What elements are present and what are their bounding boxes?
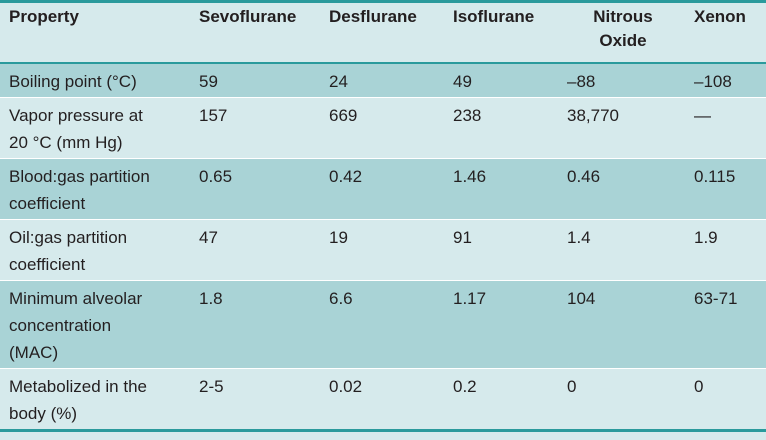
header-property: Property <box>0 0 190 64</box>
cell-sevoflurane: 59 <box>199 72 218 91</box>
cell-property-line2: coefficient <box>9 255 86 274</box>
cell-sevoflurane: 2-5 <box>190 368 320 432</box>
cell-nitrous-oxide: 1.4 <box>558 219 685 281</box>
cell-nitrous-oxide: 104 <box>558 280 685 369</box>
cell-property-line1: Blood:gas partition <box>9 167 150 186</box>
cell-isoflurane: 1.17 <box>444 280 558 369</box>
cell-sevoflurane: 157 <box>190 97 320 159</box>
header-desflurane: Desflurane <box>320 0 444 64</box>
cell-desflurane: 19 <box>320 219 444 281</box>
table-row-oil-gas-partition: Oil:gas partition coefficient 47 19 91 1.… <box>0 219 766 281</box>
header-nitrous-oxide-line1: Nitrous <box>593 7 653 26</box>
cell-property-line1: Vapor pressure at <box>9 106 143 125</box>
cell-sevoflurane: 0.65 <box>190 158 320 220</box>
top-rule <box>0 0 766 3</box>
cell-property: Vapor pressure at 20 °C (mm Hg) <box>0 97 190 159</box>
header-xenon: Xenon <box>685 0 766 64</box>
cell-property-line1: Oil:gas partition <box>9 228 128 247</box>
cell-nitrous-oxide: 0 <box>558 368 685 432</box>
cell-desflurane: 6.6 <box>320 280 444 369</box>
cell-property: Blood:gas partition coefficient <box>0 158 190 220</box>
cell-sevoflurane: 47 <box>190 219 320 281</box>
table-row-metabolized: Metabolized in the body (%) 2-5 0.02 0.2 … <box>0 368 766 432</box>
cell-property: Metabolized in the body (%) <box>0 368 190 432</box>
cell-isoflurane: 91 <box>444 219 558 281</box>
header-nitrous-oxide-line2: Oxide <box>599 31 647 50</box>
cell-nitrous-oxide: –88 <box>567 72 596 91</box>
cell-property-line2: body (%) <box>9 404 78 423</box>
cell-isoflurane: 1.46 <box>444 158 558 220</box>
cell-property-line2: coefficient <box>9 194 86 213</box>
cell-property: Oil:gas partition coefficient <box>0 219 190 281</box>
table-header: Property Sevoflurane Desflurane Isoflura… <box>0 0 766 64</box>
header-row: Property Sevoflurane Desflurane Isoflura… <box>0 0 766 64</box>
cell-property-line3: (MAC) <box>9 343 59 362</box>
cell-property: Boiling point (°C) <box>9 72 137 91</box>
cell-property-line1: Metabolized in the <box>9 377 147 396</box>
cell-xenon: — <box>685 97 766 159</box>
cell-desflurane: 0.42 <box>320 158 444 220</box>
cell-xenon: 1.9 <box>685 219 766 281</box>
cell-desflurane: 0.02 <box>320 368 444 432</box>
cell-property-line1: Minimum alveolar <box>9 289 143 308</box>
cell-sevoflurane: 1.8 <box>190 280 320 369</box>
table-body: Boiling point (°C) 59 24 49 –88 –108 Vap… <box>0 63 766 432</box>
cell-property-line2: 20 °C (mm Hg) <box>9 133 123 152</box>
cell-isoflurane: 49 <box>453 72 472 91</box>
cell-desflurane: 24 <box>329 72 348 91</box>
cell-isoflurane: 238 <box>444 97 558 159</box>
table-row-vapor-pressure: Vapor pressure at 20 °C (mm Hg) 157 669 2… <box>0 97 766 159</box>
cell-nitrous-oxide: 0.46 <box>558 158 685 220</box>
table-row-blood-gas-partition: Blood:gas partition coefficient 0.65 0.42… <box>0 158 766 220</box>
header-isoflurane: Isoflurane <box>444 0 558 64</box>
cell-desflurane: 669 <box>320 97 444 159</box>
cell-xenon: –108 <box>694 72 732 91</box>
cell-isoflurane: 0.2 <box>444 368 558 432</box>
cell-property: Minimum alveolar concentration (MAC) <box>0 280 190 369</box>
cell-xenon: 63-71 <box>685 280 766 369</box>
cell-xenon: 0.115 <box>685 158 766 220</box>
header-sevoflurane: Sevoflurane <box>190 0 320 64</box>
cell-nitrous-oxide: 38,770 <box>558 97 685 159</box>
header-nitrous-oxide: Nitrous Oxide <box>558 0 685 64</box>
table-row-boiling-point: Boiling point (°C) 59 24 49 –88 –108 <box>0 63 766 98</box>
table-row-mac: Minimum alveolar concentration (MAC) 1.8 6… <box>0 280 766 369</box>
cell-property-line2: concentration <box>9 316 112 335</box>
cell-xenon: 0 <box>685 368 766 432</box>
